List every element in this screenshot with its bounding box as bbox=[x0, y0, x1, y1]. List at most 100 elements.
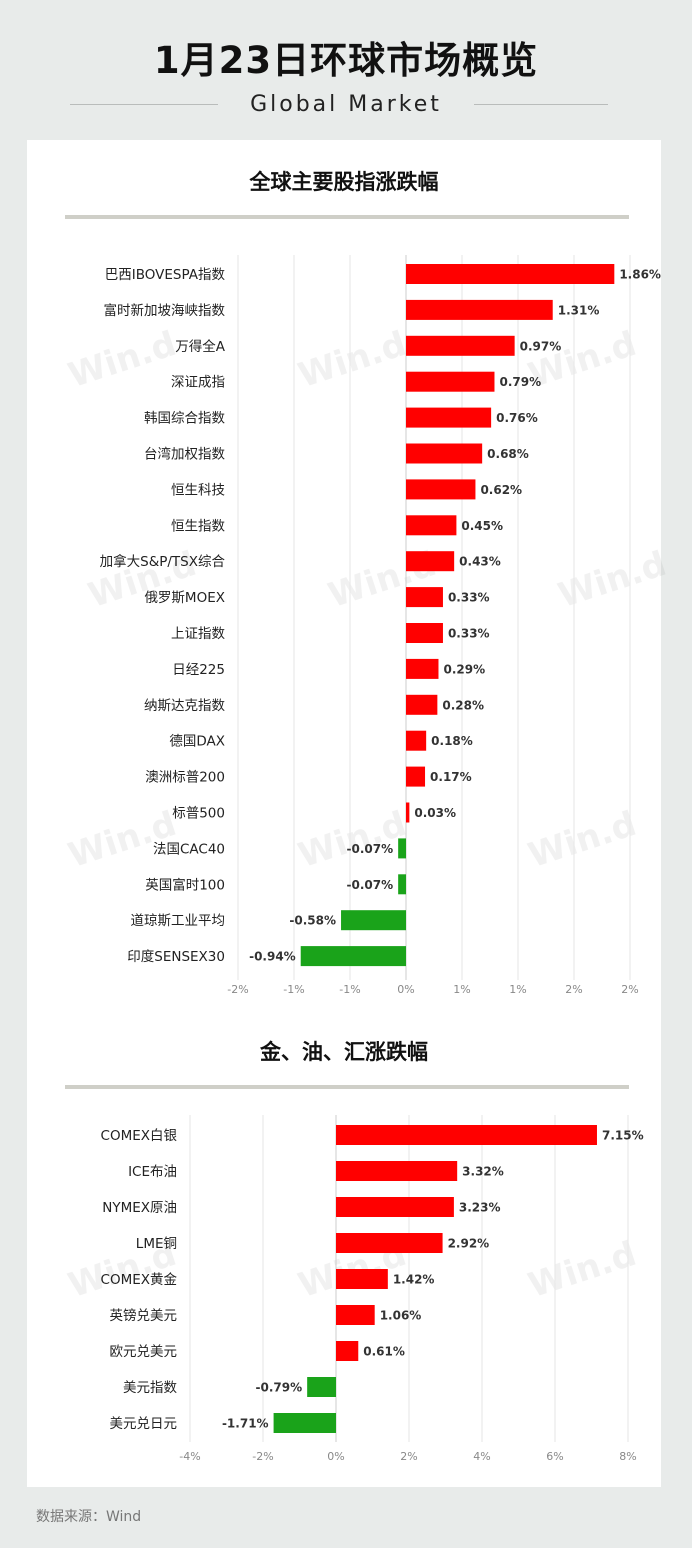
bar bbox=[406, 407, 492, 428]
category-label: NYMEX原油 bbox=[102, 1200, 177, 1216]
data-label: 3.23% bbox=[459, 1201, 501, 1215]
bar bbox=[406, 371, 495, 392]
x-tick-label: 6% bbox=[546, 1450, 563, 1463]
data-label: 3.32% bbox=[462, 1165, 504, 1179]
bar bbox=[398, 838, 406, 859]
category-label: 巴西IBOVESPA指数 bbox=[105, 267, 226, 283]
data-label: 0.76% bbox=[496, 411, 538, 425]
data-label: 0.68% bbox=[487, 447, 529, 461]
bar bbox=[406, 587, 443, 608]
category-label: COMEX黄金 bbox=[101, 1272, 178, 1288]
bar bbox=[336, 1305, 375, 1325]
x-tick-label: 1% bbox=[453, 983, 470, 996]
data-label: 0.97% bbox=[520, 339, 562, 353]
data-label: -0.07% bbox=[347, 878, 394, 892]
data-label: 0.18% bbox=[431, 734, 473, 748]
data-label: 2.92% bbox=[448, 1237, 490, 1251]
data-label: 0.79% bbox=[499, 375, 541, 389]
x-tick-label: -1% bbox=[339, 983, 360, 996]
category-label: ICE布油 bbox=[128, 1164, 177, 1180]
category-label: 日经225 bbox=[172, 662, 225, 678]
bar bbox=[406, 802, 410, 823]
page-title: 1月23日环球市场概览 bbox=[153, 39, 539, 82]
data-label: 0.33% bbox=[448, 591, 490, 605]
bar bbox=[406, 551, 455, 572]
bar bbox=[406, 658, 439, 679]
category-label: 深证成指 bbox=[171, 375, 225, 391]
data-label: -0.07% bbox=[347, 842, 394, 856]
data-label: 1.42% bbox=[393, 1273, 435, 1287]
category-label: 美元兑日元 bbox=[110, 1416, 178, 1432]
bar bbox=[406, 766, 426, 787]
bar bbox=[398, 874, 406, 895]
category-label: 美元指数 bbox=[123, 1380, 177, 1396]
bar bbox=[406, 479, 476, 500]
category-label: 万得全A bbox=[175, 338, 225, 355]
data-label: 0.62% bbox=[480, 483, 522, 497]
data-label: 0.03% bbox=[414, 806, 456, 820]
x-tick-label: 4% bbox=[473, 1450, 490, 1463]
bar bbox=[300, 946, 406, 967]
category-label: 加拿大S&P/TSX综合 bbox=[100, 553, 226, 570]
bar bbox=[406, 730, 427, 751]
x-tick-label: -2% bbox=[252, 1450, 273, 1463]
category-label: 英镑兑美元 bbox=[110, 1307, 178, 1324]
bar bbox=[307, 1377, 336, 1397]
data-label: -0.79% bbox=[256, 1381, 303, 1395]
chart1-svg: -2% -1% -1% 0% 1% 1% 2% 2% 巴西IBOVESPA指数 1.86% 富时新加… bbox=[100, 255, 661, 996]
data-label: -0.94% bbox=[249, 950, 296, 964]
category-label: 道琼斯工业平均 bbox=[131, 913, 226, 929]
category-label: 上证指数 bbox=[171, 626, 225, 642]
category-label: 欧元兑美元 bbox=[110, 1344, 178, 1360]
data-label: 0.17% bbox=[430, 770, 472, 784]
category-label: 纳斯达克指数 bbox=[144, 698, 225, 714]
bar bbox=[406, 623, 443, 643]
source-note: 数据来源：Wind bbox=[36, 1509, 142, 1525]
bar bbox=[406, 515, 457, 536]
bar bbox=[336, 1233, 443, 1253]
bar bbox=[341, 910, 406, 931]
bar bbox=[336, 1197, 454, 1217]
bar bbox=[336, 1341, 359, 1361]
subtitle-rule-right bbox=[474, 104, 608, 105]
category-label: 印度SENSEX30 bbox=[127, 949, 225, 965]
data-label: 0.28% bbox=[442, 698, 484, 712]
data-label: 0.61% bbox=[363, 1345, 405, 1359]
data-label: -0.58% bbox=[289, 914, 336, 928]
bar bbox=[336, 1161, 458, 1181]
bar bbox=[406, 335, 515, 356]
data-label: 1.86% bbox=[619, 268, 661, 282]
category-label: 英国富时100 bbox=[145, 876, 225, 893]
chart2-svg: -4% -2% 0% 2% 4% 6% 8% COMEX白银 7.15% ICE布油 3.32% NY… bbox=[101, 1115, 644, 1463]
x-tick-label: -1% bbox=[283, 983, 304, 996]
category-label: 恒生指数 bbox=[171, 518, 225, 534]
x-tick-label: 2% bbox=[400, 1450, 417, 1463]
data-label: 0.29% bbox=[443, 662, 485, 676]
bar bbox=[406, 694, 438, 715]
chart-card: 全球主要股指涨跌幅 金、油、汇涨跌幅 Win.d Win.d Win.d Win… bbox=[27, 140, 671, 1487]
data-label: 0.45% bbox=[461, 519, 503, 533]
chart1-title: 全球主要股指涨跌幅 bbox=[249, 170, 439, 194]
x-tick-label: 8% bbox=[619, 1450, 636, 1463]
x-tick-label: -2% bbox=[227, 983, 248, 996]
category-label: 恒生科技 bbox=[171, 482, 225, 498]
x-tick-label: 0% bbox=[397, 983, 414, 996]
category-label: 标普500 bbox=[172, 806, 225, 822]
x-tick-label: 2% bbox=[565, 983, 582, 996]
data-label: 1.31% bbox=[558, 303, 600, 317]
category-label: 法国CAC40 bbox=[153, 841, 225, 857]
bar bbox=[273, 1413, 336, 1433]
chart2-title-rule bbox=[65, 1085, 629, 1089]
category-label: 台湾加权指数 bbox=[144, 446, 225, 463]
bar bbox=[406, 299, 553, 320]
chart2-title: 金、油、汇涨跌幅 bbox=[260, 1040, 428, 1064]
category-label: 韩国综合指数 bbox=[144, 411, 225, 427]
category-label: COMEX白银 bbox=[101, 1128, 178, 1144]
data-label: -1.71% bbox=[222, 1417, 269, 1431]
category-label: LME铜 bbox=[136, 1236, 177, 1252]
x-tick-label: -4% bbox=[179, 1450, 200, 1463]
x-tick-label: 2% bbox=[621, 983, 638, 996]
subtitle-rule-left bbox=[70, 104, 218, 105]
x-tick-label: 0% bbox=[327, 1450, 344, 1463]
bar bbox=[406, 264, 615, 284]
